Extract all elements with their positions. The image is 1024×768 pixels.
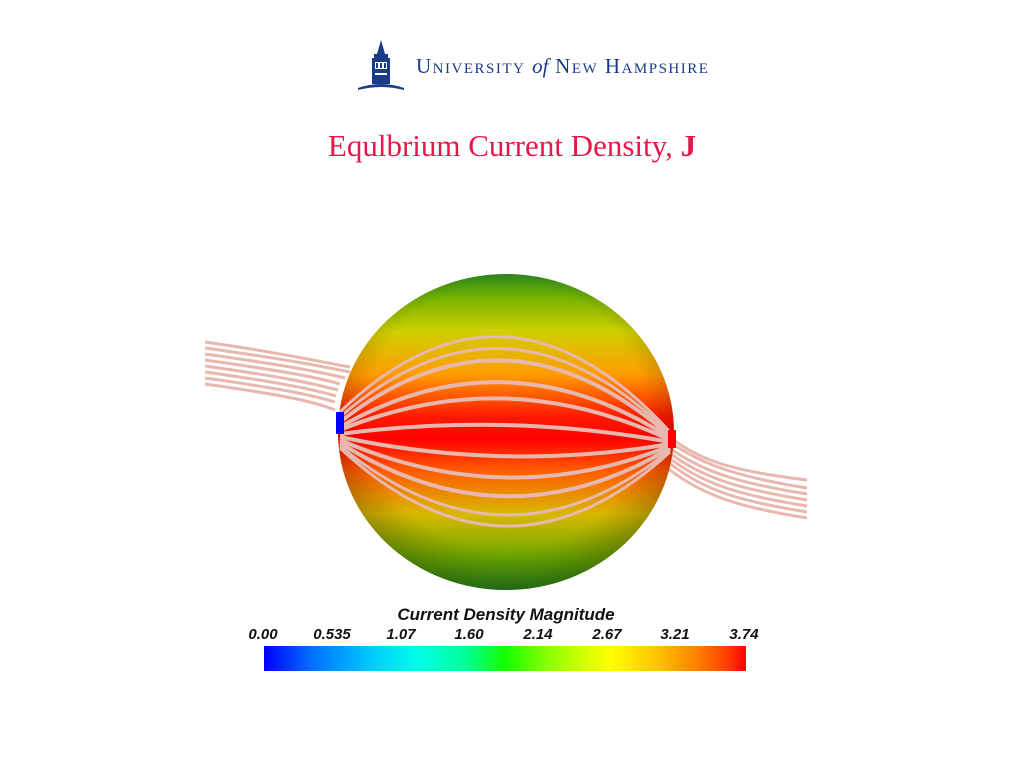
legend-tick-label: 2.67 <box>592 626 622 643</box>
legend-tick-label: 3.74 <box>729 626 759 643</box>
university-name: University of New Hampshire <box>416 54 709 79</box>
slide-title: Equlbrium Current Density, J <box>0 128 1024 164</box>
current-density-visualization <box>204 274 808 590</box>
legend-title: Current Density Magnitude <box>397 605 615 624</box>
sphere-shading <box>338 274 674 590</box>
univ-name-last: New Hampshire <box>555 53 710 78</box>
university-header: University of New Hampshire <box>356 40 709 92</box>
tower-logo-icon <box>358 40 404 90</box>
right-electrode-marker <box>668 430 676 448</box>
legend-tick-label: 1.60 <box>454 626 484 643</box>
legend-tick-label: 0.535 <box>313 626 351 643</box>
univ-name-of: of <box>532 53 549 78</box>
right-streamlines <box>665 435 808 520</box>
color-scale-bar <box>264 646 746 671</box>
legend-ticks: 0.00 0.535 1.07 1.60 2.14 2.67 3.21 3.74 <box>0 626 1024 646</box>
legend-tick-label: 1.07 <box>386 626 416 643</box>
left-streamlines <box>204 340 351 412</box>
left-electrode-marker <box>336 412 344 434</box>
sphere-streamlines <box>338 335 672 528</box>
current-density-symbol: J <box>680 128 697 163</box>
legend-tick-label: 2.14 <box>523 626 553 643</box>
slide-title-text: Equlbrium Current Density, <box>327 128 673 163</box>
legend-tick-label: 0.00 <box>248 626 278 643</box>
univ-name-first: University <box>416 53 526 78</box>
legend-tick-label: 3.21 <box>660 626 690 643</box>
